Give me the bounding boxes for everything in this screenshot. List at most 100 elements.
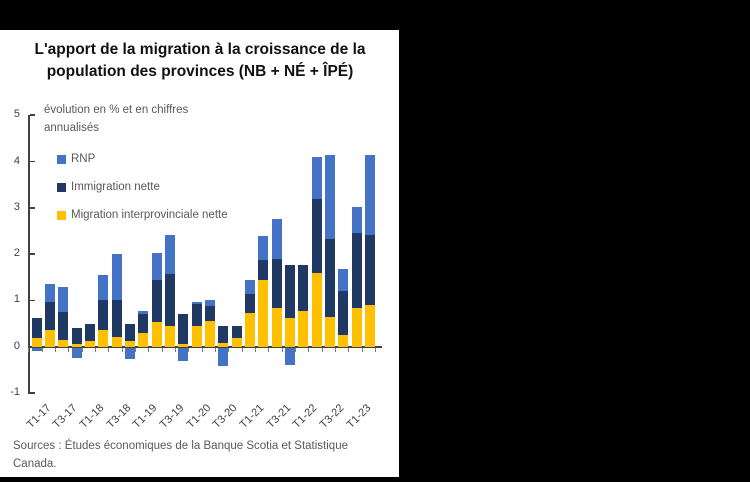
- bar-segment-T1-18-s0: [85, 340, 96, 347]
- bar-segment-T2-23-s2: [365, 155, 376, 236]
- legend-swatch-immigration-icon: [57, 182, 66, 192]
- y-axis-tick-label: 5: [13, 108, 20, 121]
- chart-title: L'apport de la migration à la croissance…: [34, 41, 366, 81]
- x-axis-tick: [28, 347, 30, 352]
- y-axis-tick-label: 2: [13, 247, 20, 260]
- y-axis-tick: [30, 114, 35, 116]
- legend-item-immigration: Immigration nette: [57, 181, 160, 193]
- y-axis-tick-label: 0: [13, 339, 20, 352]
- bar-segment-T2-19-s1: [151, 280, 162, 323]
- bar-segment-T1-23-s0: [351, 308, 362, 347]
- bar-segment-T1-21-s2: [245, 279, 256, 295]
- x-axis-tick: [81, 347, 83, 352]
- bar-segment-T1-18-s1: [85, 324, 96, 341]
- bar-segment-T1-20-s2: [191, 301, 202, 305]
- legend-swatch-rnp-icon: [57, 154, 66, 164]
- bar-segment-T2-17-s0: [45, 330, 56, 347]
- y-axis-tick: [30, 299, 35, 302]
- chart-subtitle: évolution en % et en chiffres annualisés: [44, 104, 189, 134]
- bar-segment-T2-18-s2: [98, 274, 109, 301]
- x-axis-tick: [254, 347, 256, 352]
- bar-segment-T1-19-s2: [138, 310, 149, 315]
- source-note: Sources : Études économiques de la Banqu…: [13, 440, 348, 470]
- bar-segment-T2-22-s2: [311, 156, 322, 200]
- x-axis-tick: [108, 347, 110, 352]
- y-axis-tick-label: 1: [13, 293, 20, 306]
- bar-segment-T4-21-s0: [285, 318, 296, 347]
- bar-segment-T1-17-s0: [31, 338, 42, 347]
- bar-segment-T3-20-s0: [218, 342, 229, 347]
- bar-segment-T4-22-s1: [338, 290, 349, 336]
- y-axis-tick: [30, 207, 35, 209]
- x-axis-tick: [161, 347, 163, 352]
- bar-segment-T4-17-s0: [71, 344, 82, 347]
- x-axis-tick: [121, 347, 123, 352]
- legend-label-immigration: Immigration nette: [71, 181, 160, 193]
- bar-segment-T3-17-s2: [58, 286, 69, 313]
- y-axis-tick: [30, 392, 35, 394]
- bar-segment-T3-19-s2: [165, 235, 176, 275]
- x-axis-tick: [188, 347, 190, 352]
- bar-segment-T1-23-s1: [351, 232, 362, 309]
- bar-segment-T2-17-s1: [45, 302, 56, 331]
- bar-segment-T4-17-s2: [71, 348, 82, 358]
- bar-segment-T3-18-s2: [111, 254, 122, 301]
- x-axis-tick: [321, 347, 323, 352]
- bar-segment-T1-23-s2: [351, 207, 362, 233]
- legend-label-interprovincial: Migration interprovinciale nette: [71, 209, 228, 221]
- bar-segment-T3-19-s1: [165, 274, 176, 326]
- bar-segment-T3-17-s0: [58, 340, 69, 347]
- y-axis-tick: [30, 160, 35, 163]
- y-axis-line: [28, 115, 30, 394]
- bar-segment-T1-19-s0: [138, 332, 149, 347]
- bar-segment-T4-20-s0: [231, 338, 242, 347]
- bar-segment-T3-22-s1: [325, 238, 336, 317]
- x-axis-tick: [201, 347, 203, 352]
- bar-segment-T4-19-s0: [178, 344, 189, 347]
- legend-swatch-interprovincial-icon: [57, 210, 66, 220]
- y-axis-tick-label: 3: [13, 200, 20, 213]
- bar-segment-T4-18-s1: [125, 323, 136, 342]
- x-axis-tick: [54, 347, 56, 352]
- legend-item-interprovincial: Migration interprovinciale nette: [57, 209, 228, 221]
- bar-segment-T4-22-s0: [338, 335, 349, 347]
- bar-segment-T3-21-s2: [271, 218, 282, 260]
- bar-segment-T2-20-s2: [205, 300, 216, 306]
- bar-segment-T3-22-s0: [325, 316, 336, 347]
- bar-segment-T3-21-s0: [271, 308, 282, 347]
- x-axis-tick: [374, 347, 376, 352]
- bar-segment-T3-21-s1: [271, 259, 282, 309]
- bar-segment-T4-19-s1: [178, 314, 189, 345]
- bar-segment-T2-21-s2: [258, 236, 269, 261]
- bar-segment-T1-22-s0: [298, 310, 309, 347]
- bar-segment-T2-22-s0: [311, 272, 322, 347]
- bar-segment-T2-23-s1: [365, 235, 376, 306]
- bar-segment-T3-20-s1: [218, 325, 229, 343]
- bar-segment-T2-19-s2: [151, 252, 162, 281]
- x-axis-tick: [268, 347, 270, 352]
- bar-segment-T4-20-s1: [231, 325, 242, 339]
- y-axis-tick: [30, 345, 35, 348]
- y-axis-tick-label: 4: [13, 154, 20, 167]
- x-axis-tick: [134, 347, 136, 352]
- x-axis-tick: [348, 347, 350, 352]
- bar-segment-T3-18-s1: [111, 300, 122, 338]
- bar-segment-T1-17-s1: [31, 318, 42, 339]
- bar-segment-T2-20-s1: [205, 305, 216, 322]
- bar-segment-T1-20-s1: [191, 304, 202, 326]
- x-axis-tick: [214, 347, 216, 352]
- bar-segment-T1-21-s0: [245, 312, 256, 347]
- x-axis-tick: [281, 347, 283, 352]
- bar-segment-T1-22-s1: [298, 265, 309, 311]
- bar-segment-T3-18-s0: [111, 337, 122, 347]
- bar-segment-T1-17-s2: [31, 348, 42, 352]
- x-axis-tick: [94, 347, 96, 352]
- legend-label-rnp: RNP: [71, 153, 96, 165]
- x-axis-tick: [334, 347, 336, 352]
- bar-segment-T3-17-s1: [58, 312, 69, 341]
- bar-segment-T4-21-s2: [285, 348, 296, 365]
- bar-segment-T4-19-s2: [178, 348, 189, 361]
- x-axis-tick: [41, 347, 43, 352]
- bar-segment-T2-17-s2: [45, 283, 56, 303]
